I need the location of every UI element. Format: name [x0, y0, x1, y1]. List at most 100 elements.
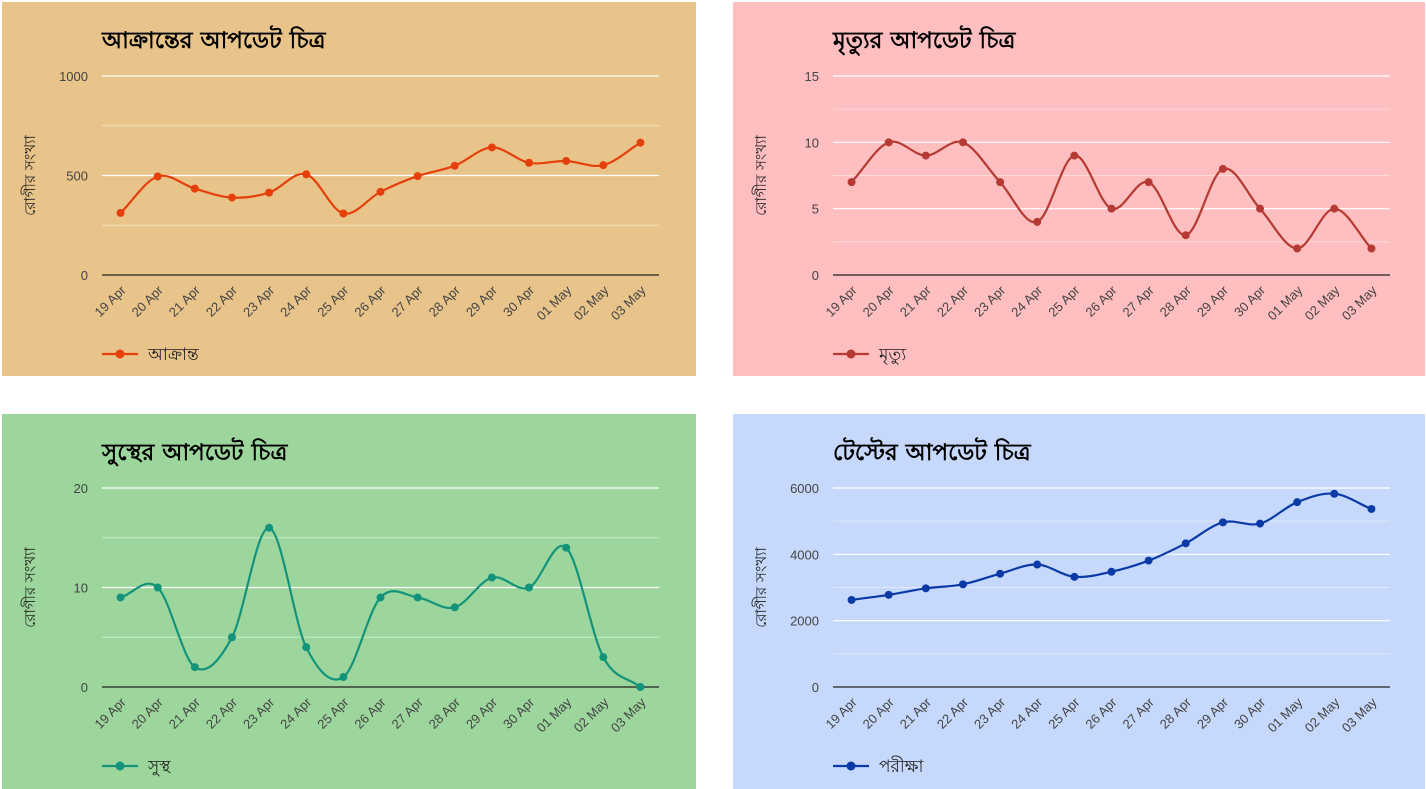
data-point	[450, 161, 459, 170]
data-point	[1218, 164, 1227, 173]
legend-label: সুস্থ	[147, 757, 171, 777]
chart-title: আক্রান্তের আপডেট চিত্র	[101, 25, 327, 54]
data-point	[1144, 178, 1153, 187]
data-point	[958, 580, 967, 589]
data-point	[599, 653, 608, 662]
y-tick-label: 0	[812, 268, 819, 283]
data-point	[376, 187, 385, 196]
data-point	[1256, 204, 1265, 213]
data-point	[1033, 560, 1042, 569]
chart-background	[2, 414, 696, 789]
y-tick-label: 15	[805, 69, 819, 84]
data-point	[1330, 489, 1339, 498]
tests-chart-panel: টেস্টের আপডেট চিত্র 0 2000 4000 6000 রোগীর সং…	[733, 414, 1425, 789]
legend-label: পরীক্ষা	[879, 756, 925, 777]
y-tick-label: 0	[81, 268, 88, 283]
data-point	[1107, 567, 1116, 576]
data-point	[525, 158, 534, 167]
y-tick-label: 20	[74, 481, 88, 496]
y-tick-label: 10	[74, 581, 88, 596]
legend: সুস্থ	[102, 757, 171, 777]
legend-marker	[115, 761, 125, 771]
legend: মৃত্যু	[833, 345, 907, 365]
y-tick-label: 1000	[59, 69, 88, 84]
data-point	[413, 593, 422, 602]
legend: আক্রান্ত	[102, 345, 199, 365]
y-axis-label: রোগীর সংখ্যা	[21, 546, 39, 627]
data-point	[450, 603, 459, 612]
data-point	[1367, 504, 1376, 513]
y-axis-label: রোগীর সংখ্যা	[21, 134, 39, 215]
data-point	[921, 151, 930, 160]
data-point	[884, 138, 893, 147]
chart-background	[733, 2, 1425, 376]
data-point	[599, 161, 608, 170]
chart-background	[733, 414, 1425, 789]
data-point	[847, 178, 856, 187]
data-point	[996, 178, 1005, 187]
data-point	[636, 683, 645, 691]
data-point	[1144, 556, 1153, 565]
data-point	[339, 673, 348, 682]
data-point	[487, 143, 496, 152]
y-tick-label: 500	[66, 169, 88, 184]
data-point	[1070, 572, 1079, 581]
data-point	[1070, 151, 1079, 160]
data-point	[153, 583, 162, 592]
data-point	[302, 643, 311, 652]
data-point	[190, 663, 199, 672]
y-tick-label: 6000	[790, 481, 819, 496]
data-point	[1107, 204, 1116, 213]
y-tick-label: 4000	[790, 547, 819, 562]
y-tick-label: 0	[81, 680, 88, 695]
legend-marker	[846, 761, 856, 771]
y-tick-label: 0	[812, 680, 819, 695]
data-point	[847, 595, 856, 604]
series-line	[120, 526, 642, 688]
cases-chart: আক্রান্তের আপডেট চিত্র 0 500 1000 রোগীর সংখ্…	[2, 2, 696, 376]
data-point	[116, 593, 125, 602]
data-point	[1367, 244, 1376, 253]
y-axis-label: রোগীর সংখ্যা	[752, 546, 770, 627]
data-point	[1218, 518, 1227, 527]
data-point	[116, 208, 125, 217]
chart-background	[2, 2, 696, 376]
data-point	[921, 584, 930, 593]
recovered-chart-panel: সুস্থের আপডেট চিত্র 0 10 20 রোগীর সংখ্যা 19 A…	[2, 414, 696, 789]
tests-chart: টেস্টের আপডেট চিত্র 0 2000 4000 6000 রোগীর সং…	[733, 414, 1425, 789]
chart-title: টেস্টের আপডেট চিত্র	[833, 437, 1032, 466]
y-tick-label: 2000	[790, 614, 819, 629]
data-point	[339, 209, 348, 218]
data-point	[562, 543, 571, 552]
data-point	[413, 172, 422, 181]
deaths-chart-panel: মৃত্যুর আপডেট চিত্র 0 5 10 15 রোগীর সংখ্যা 19 …	[733, 2, 1425, 376]
data-point	[265, 523, 274, 532]
data-point	[996, 569, 1005, 578]
data-point	[1181, 539, 1190, 548]
legend-marker	[115, 349, 125, 359]
data-point	[1293, 498, 1302, 507]
chart-title: সুস্থের আপডেট চিত্র	[101, 437, 288, 467]
data-point	[1293, 244, 1302, 253]
data-point	[1181, 231, 1190, 240]
data-point	[190, 184, 199, 193]
data-point	[958, 138, 967, 147]
data-point	[227, 193, 236, 202]
legend-marker	[846, 349, 856, 359]
data-point	[1256, 519, 1265, 528]
data-point	[302, 170, 311, 179]
y-tick-label: 10	[805, 135, 819, 150]
data-point	[884, 590, 893, 599]
legend-label: আক্রান্ত	[147, 345, 199, 365]
data-point	[1033, 217, 1042, 226]
y-axis-label: রোগীর সংখ্যা	[752, 134, 770, 215]
data-point	[376, 593, 385, 602]
data-point	[227, 633, 236, 642]
data-point	[1330, 204, 1339, 213]
y-tick-label: 5	[812, 202, 819, 217]
data-point	[525, 583, 534, 592]
legend: পরীক্ষা	[833, 756, 925, 777]
data-point	[562, 156, 571, 165]
